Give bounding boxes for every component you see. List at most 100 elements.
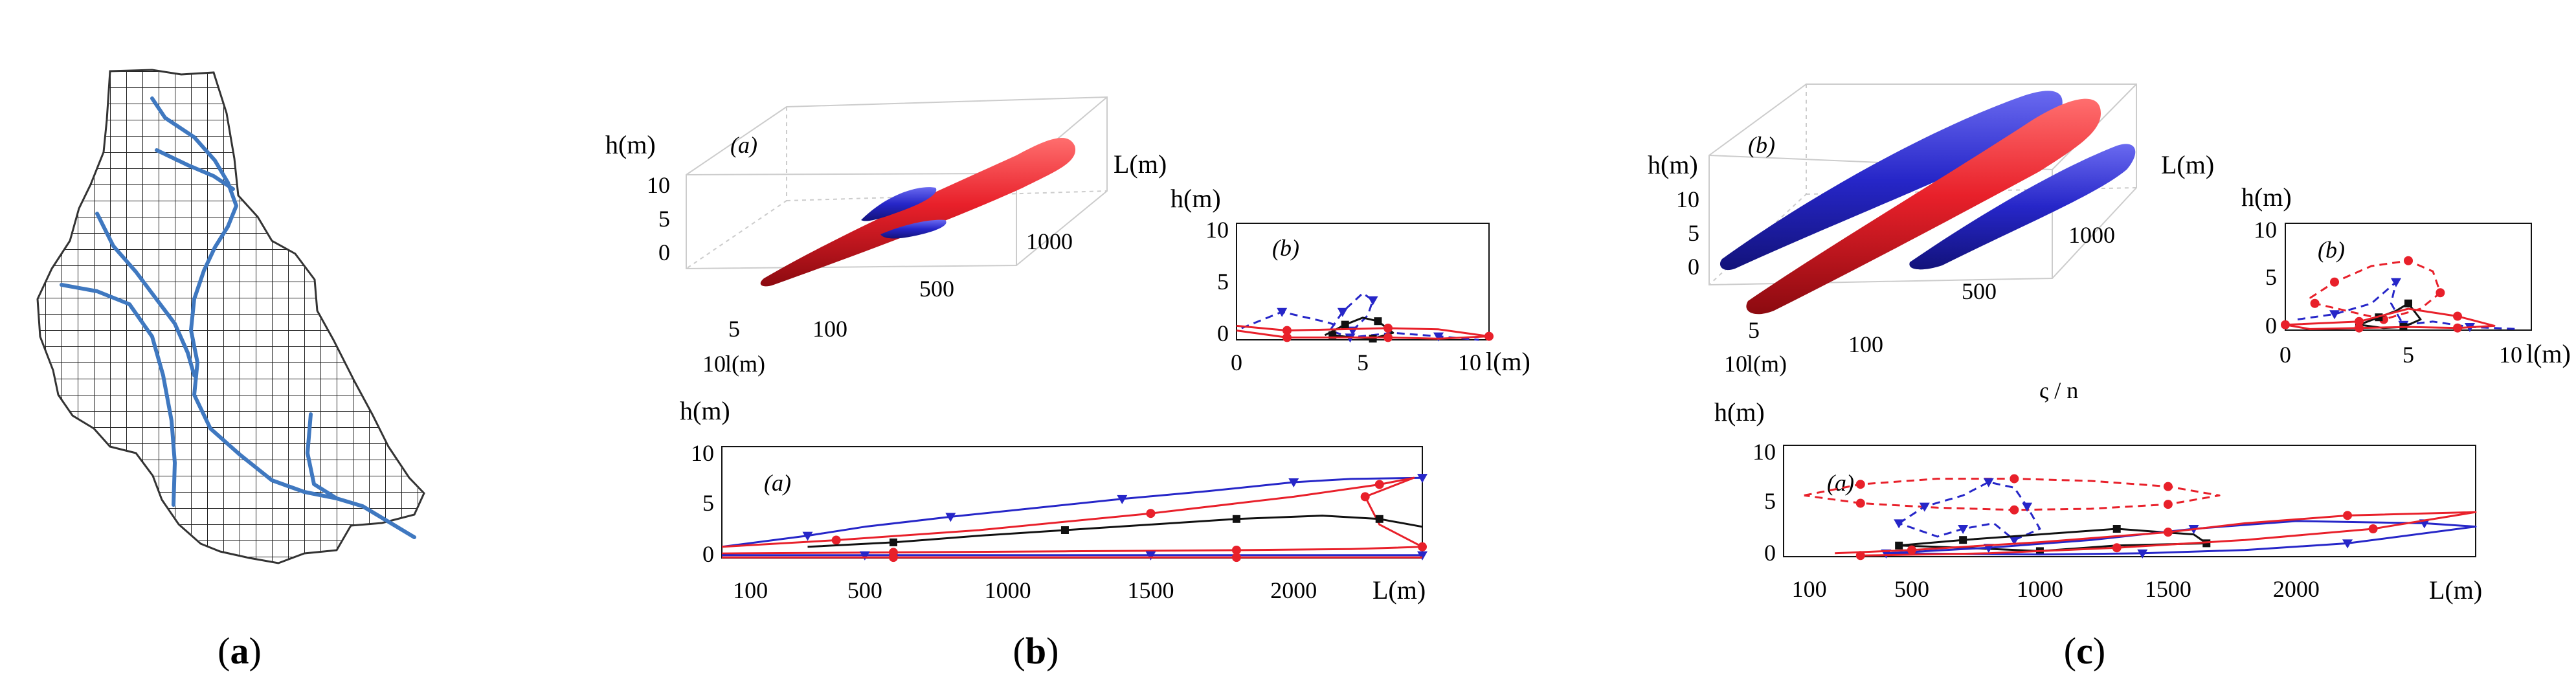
b3d-wtick-10: 10	[702, 351, 726, 377]
plot-b-cross: h(m) (b) 10 5 0 0 5 10 l(m)	[1170, 184, 1530, 376]
c-long-xtick: 500	[1894, 576, 1929, 602]
c-long-series-4-marker	[1855, 551, 1865, 561]
c-long-xtick: 1500	[2145, 576, 2191, 602]
b-cross-series-0-marker	[1433, 332, 1444, 342]
c-long-series-2-line	[1899, 528, 2208, 552]
c-long-xtick: 2000	[2273, 576, 2320, 602]
b-cross-series-2-marker	[1383, 333, 1393, 342]
c-cross-series-3-marker	[2355, 323, 2364, 333]
b3d-inset-label: (a)	[730, 132, 757, 158]
caption-a: (a)	[218, 630, 262, 672]
c-long-series-1-marker	[1983, 478, 1994, 487]
b-cross-inset-label: (b)	[1272, 235, 1299, 261]
c-long-series-1-marker	[2009, 536, 2020, 546]
b-long-xtick: 1500	[1127, 577, 1174, 603]
c-long-series-0-marker	[2010, 474, 2019, 484]
c-cross-series-2-marker	[2404, 299, 2412, 307]
basin-boundary	[36, 69, 425, 564]
b-cross-ylabel: h(m)	[1170, 184, 1221, 213]
c-long-series-1-marker	[2022, 502, 2033, 512]
c-long-ytick-0: 0	[1764, 540, 1776, 566]
river-east-branch	[306, 412, 339, 500]
b-long-series-1-marker	[1146, 509, 1156, 518]
b-long-series-3-marker	[1145, 551, 1156, 561]
c3d-vtick-5: 5	[1688, 220, 1699, 246]
b3d-ltick-100: 100	[812, 316, 847, 342]
b3d-length-label: L(m)	[1114, 150, 1167, 179]
b-long-series-0-marker	[1117, 495, 1128, 504]
c3d-vtick-0: 0	[1688, 254, 1699, 280]
c3d-ltick-100: 100	[1848, 331, 1883, 357]
b-cross-series-2-marker	[1484, 331, 1494, 341]
c-long-series-4-marker	[2368, 524, 2378, 533]
c-cross-series-0-marker	[2436, 288, 2445, 298]
b-long-series-2-marker	[1232, 515, 1240, 523]
b-long-series-0-marker	[802, 531, 813, 541]
b3d-vtick-10: 10	[647, 172, 670, 198]
b-long-ytick-10: 10	[691, 440, 714, 466]
panel-c-3d: (b) h(m) 10 5 0 L(m) 100 500 1000 5 10 l…	[1648, 83, 2214, 377]
c-cross-series-3-marker	[2453, 323, 2462, 333]
c-long-xtick: 1000	[2017, 576, 2063, 602]
b-cross-series-0-marker	[1337, 307, 1348, 317]
b-cross-frame	[1236, 223, 1490, 340]
c-long-series-4-marker	[2163, 528, 2173, 537]
c-long-series-0-marker	[2010, 505, 2019, 515]
blue-surface-upper	[861, 187, 937, 221]
b-cross-ytick-0: 0	[1217, 320, 1229, 346]
basin-map	[36, 69, 425, 564]
b-cross-xtick-5: 5	[1357, 350, 1369, 375]
b-cross-ytick-5: 5	[1217, 269, 1229, 295]
plot-c-cross: h(m) (b) 10 5 0 0 5 10 l(m)	[2241, 183, 2571, 368]
b-long-ytick-5: 5	[702, 490, 714, 516]
c3d-wtick-10: 10	[1724, 351, 1747, 377]
b-cross-xlabel: l(m)	[1486, 347, 1530, 376]
river-north-branch	[155, 148, 235, 191]
c-cross-series-3-marker	[2281, 320, 2290, 329]
c-cross-xlabel: l(m)	[2526, 339, 2571, 368]
b-long-series-4-marker	[1231, 553, 1241, 562]
c-long-series-2-marker	[1895, 541, 1903, 550]
c-long-xtick: 100	[1792, 576, 1827, 602]
c-long-series-1-marker	[1958, 525, 1969, 534]
c3d-ltick-500: 500	[1962, 278, 1997, 304]
c-cross-ylabel: h(m)	[2241, 183, 2292, 212]
b-long-series-3-marker	[1417, 551, 1428, 561]
c-cross-series-1-marker	[2391, 278, 2401, 287]
b-cross-series-2-marker	[1282, 333, 1292, 342]
c-cross-series-3-marker	[2453, 311, 2462, 321]
river-network	[60, 96, 416, 539]
c-cross-frame	[2285, 223, 2532, 331]
c-long-series-2-marker	[2112, 525, 2121, 533]
b-long-inset-label: (a)	[764, 470, 791, 496]
b-cross-series-0-marker	[1367, 296, 1378, 306]
b3d-width-label: l(m)	[725, 351, 765, 377]
b-long-series-2-line	[807, 515, 1423, 548]
b-long-xtick: 100	[733, 577, 768, 603]
c-long-frame	[1783, 445, 2476, 557]
c-long-ytick-10: 10	[1753, 439, 1776, 465]
b-long-series-2-marker	[1060, 526, 1069, 534]
b-long-ytick-0: 0	[702, 541, 714, 567]
b-long-series-4-marker	[888, 553, 898, 562]
b3d-ltick-500: 500	[919, 276, 954, 302]
c-long-series-4-marker	[1907, 545, 1916, 555]
c-cross-ytick-0: 0	[2265, 313, 2277, 339]
c-long-xlabel: L(m)	[2429, 575, 2482, 605]
b-long-series-1-marker	[1360, 492, 1370, 502]
red-surface	[760, 138, 1076, 287]
b3d-wtick-5: 5	[728, 316, 740, 342]
c-long-series-0-marker	[2163, 500, 2173, 509]
c-long-series-3-marker	[2342, 539, 2353, 549]
river-southwest-branch	[60, 283, 177, 507]
c3d-vertical-label: h(m)	[1648, 150, 1698, 179]
c-long-ylabel: h(m)	[1714, 397, 1765, 427]
river-west-branch	[95, 212, 196, 377]
b3d-ltick-1000: 1000	[1026, 228, 1073, 254]
panel-b-3d: (a) h(m) 10 5 0 L(m) 100 500 1000 5 10 l…	[605, 96, 1167, 377]
b-cross-ytick-10: 10	[1205, 217, 1229, 243]
b3d-vertical-label: h(m)	[605, 130, 656, 159]
c-long-inset-label: (a)	[1827, 470, 1854, 496]
b-long-series-3-marker	[859, 551, 870, 561]
